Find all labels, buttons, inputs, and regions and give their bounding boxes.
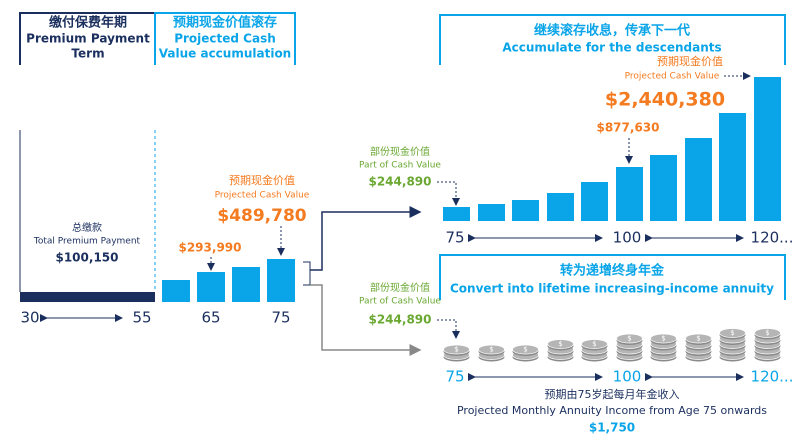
premium-bar <box>20 292 155 302</box>
cash-mid-value: $293,990 <box>178 241 241 255</box>
pointers <box>437 72 751 339</box>
coin-symbol: $ <box>627 335 631 343</box>
header-zh: 预期现金价值滚存 <box>173 15 277 31</box>
part-value: $244,890 <box>368 175 431 189</box>
connector <box>310 284 422 356</box>
cash-value: $489,780 <box>217 206 306 226</box>
header-en: Accumulate for the descendants <box>502 41 721 55</box>
premium-zh: 总缴款 <box>72 221 102 234</box>
cash-en: Projected Cash Value <box>215 191 310 201</box>
coin <box>754 328 781 338</box>
age-label: 100 <box>613 229 642 247</box>
coin-symbol: $ <box>696 335 700 343</box>
coin-symbol: $ <box>765 329 769 337</box>
age-label: 65 <box>201 309 220 327</box>
header-zh: 转为递增终身年金 <box>560 263 665 279</box>
header-en: Premium Payment <box>26 32 150 46</box>
coin-stacks: $ $ $ $ $ $ $ $ $ $ <box>443 328 781 362</box>
bar <box>650 155 677 221</box>
end-value: $2,440,380 <box>605 89 725 111</box>
part-zh: 部份现金价值 <box>370 145 430 158</box>
coin <box>650 333 677 344</box>
coin <box>719 328 746 338</box>
coin-symbol: $ <box>592 340 596 348</box>
age-label: 55 <box>132 309 151 327</box>
income-value: $1,750 <box>589 421 635 435</box>
bar <box>581 182 608 221</box>
age-label: 120... <box>751 368 794 386</box>
premium-en: Total Premium Payment <box>33 237 141 247</box>
bar <box>719 113 746 221</box>
connector <box>310 206 422 271</box>
bar <box>616 167 643 221</box>
part-en: Part of Cash Value <box>359 161 441 171</box>
coin <box>512 344 539 355</box>
header-frames <box>19 12 786 300</box>
cash-zh: 预期现金价值 <box>229 173 295 187</box>
part-zh: 部份现金价值 <box>370 281 430 294</box>
bar <box>547 193 574 221</box>
coin-symbol: $ <box>730 329 734 337</box>
coin <box>581 339 608 349</box>
age-label: 75 <box>445 229 464 247</box>
coin-symbol: $ <box>558 340 562 348</box>
bar <box>443 207 470 221</box>
bar <box>478 204 505 221</box>
accumulate-bars <box>443 77 781 221</box>
age-label: 75 <box>271 309 290 327</box>
coin-symbol: $ <box>489 346 493 354</box>
coin <box>478 344 505 355</box>
header-en: Value accumulation <box>159 47 291 61</box>
age-label: 120... <box>751 229 794 247</box>
coin <box>685 333 712 344</box>
age-label: 100 <box>613 368 642 386</box>
header-en: Projected Cash <box>174 32 276 46</box>
cash-bars <box>162 259 295 302</box>
coin-symbol: $ <box>523 346 527 354</box>
part-en: Part of Cash Value <box>359 297 441 307</box>
coin <box>547 339 574 349</box>
premium-value: $100,150 <box>55 251 118 265</box>
part-value: $244,890 <box>368 313 431 327</box>
coin <box>616 333 643 344</box>
header-zh: 继续滚存收息，传承下一代 <box>534 23 690 39</box>
age-label: 75 <box>445 368 464 386</box>
income-en: Projected Monthly Annuity Income from Ag… <box>457 404 767 417</box>
end-zh: 预期现金价值 <box>657 54 723 68</box>
bracket <box>303 261 311 286</box>
end-en: Projected Cash Value <box>625 72 720 82</box>
coin-symbol: $ <box>454 346 458 354</box>
bar <box>512 200 539 221</box>
coin-symbol: $ <box>661 335 665 343</box>
coin <box>443 344 470 355</box>
pointers <box>207 226 285 271</box>
header-zh: 缴付保费年期 <box>49 15 127 31</box>
age-label: 30 <box>20 309 39 327</box>
mid-value: $877,630 <box>596 121 659 135</box>
income-zh: 预期由75岁起每月年金收入 <box>545 387 680 401</box>
bar <box>754 77 781 221</box>
range-arrows <box>40 234 744 381</box>
bar <box>685 138 712 221</box>
header-en: Term <box>71 47 104 61</box>
header-en: Convert into lifetime increasing-income … <box>450 282 774 296</box>
